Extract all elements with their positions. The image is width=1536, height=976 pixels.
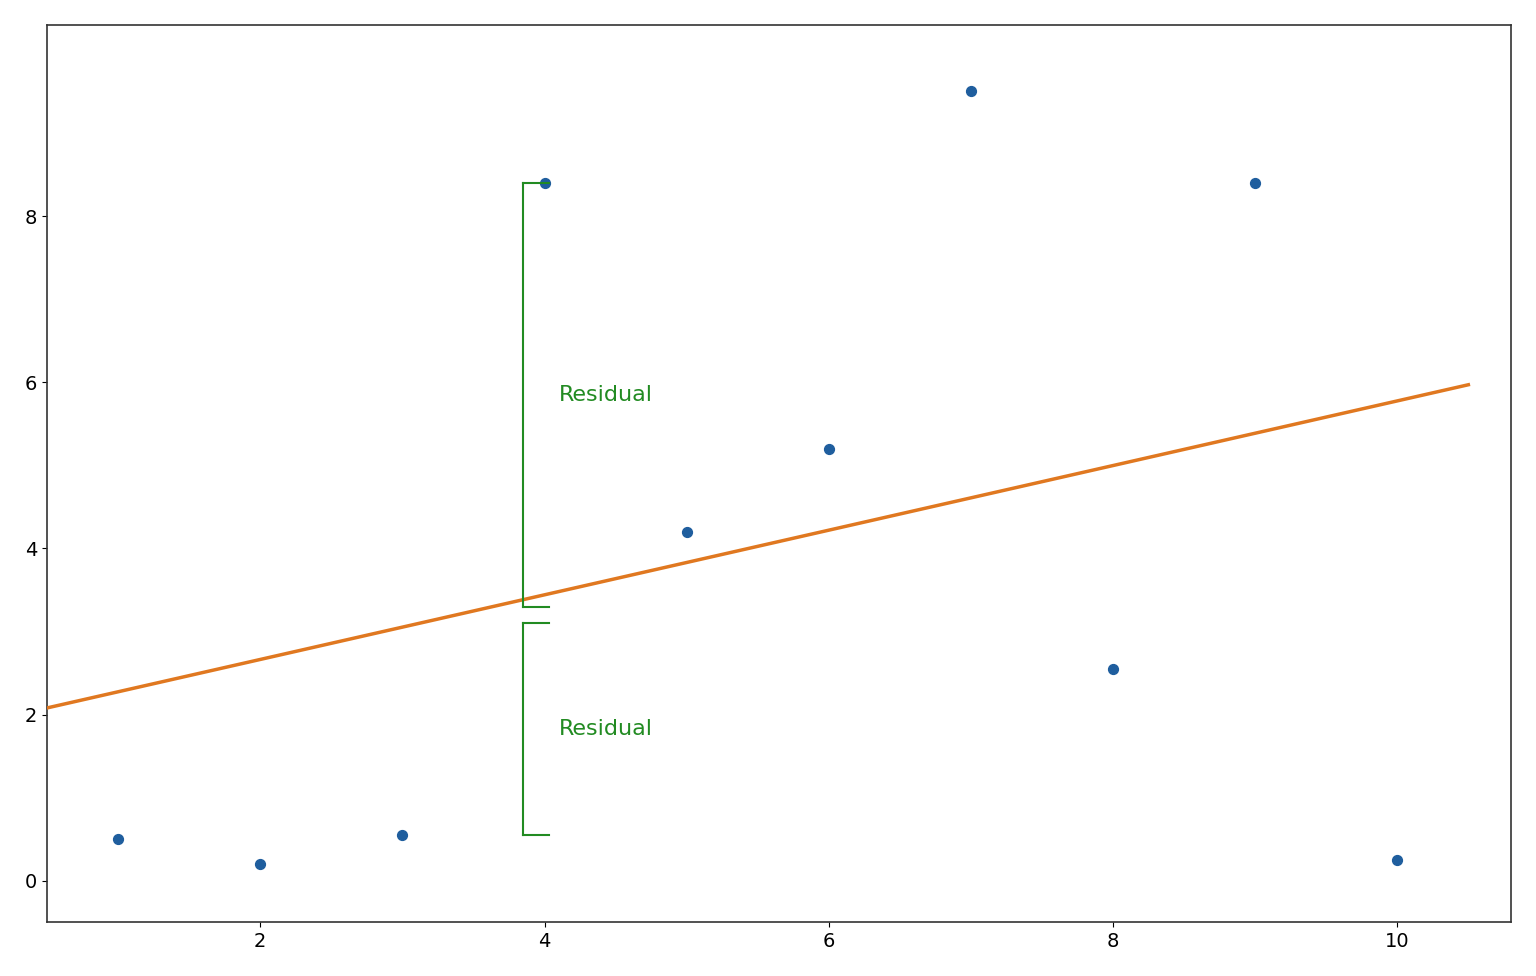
Point xyxy=(958,84,983,100)
Point xyxy=(674,524,699,540)
Point xyxy=(533,175,558,190)
Point xyxy=(390,828,415,843)
Point xyxy=(1243,175,1267,190)
Point xyxy=(1385,852,1410,868)
Point xyxy=(817,441,842,457)
Text: Residual: Residual xyxy=(559,719,653,739)
Point xyxy=(1101,661,1126,676)
Point xyxy=(247,856,272,872)
Point xyxy=(106,832,131,847)
Text: Residual: Residual xyxy=(559,385,653,405)
